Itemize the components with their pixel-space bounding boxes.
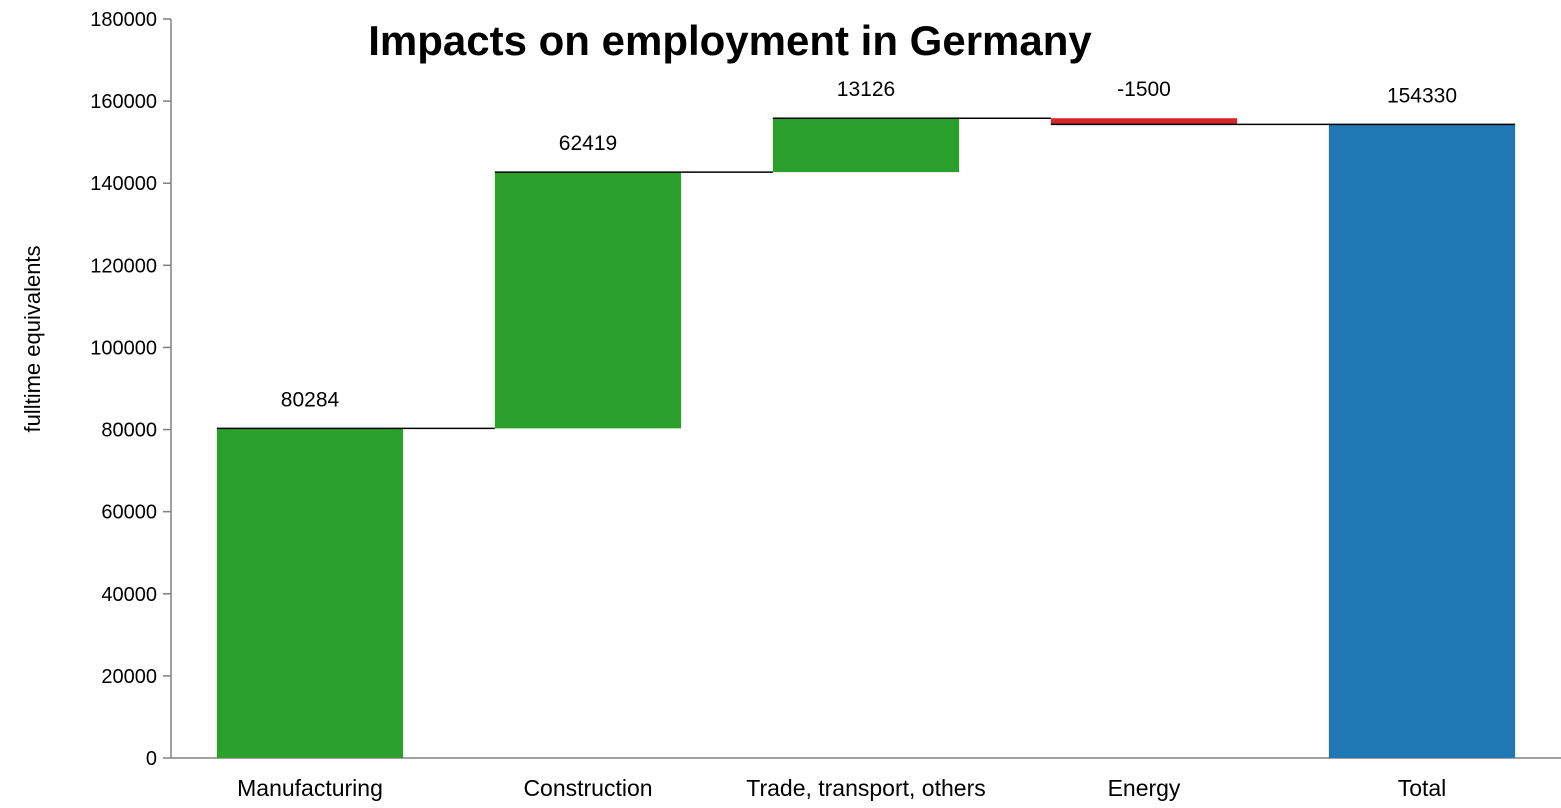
bars-group	[216, 118, 1516, 759]
x-category-label: Construction	[523, 775, 652, 801]
y-tick-label: 140000	[90, 173, 157, 195]
y-axis-title: fulltime equivalents	[20, 245, 45, 432]
y-tick-label: 0	[146, 748, 157, 770]
y-tick-label: 180000	[90, 9, 157, 31]
x-category-label: Total	[1398, 775, 1447, 801]
data-labels-group: 80284 62419 13126 -1500 154330	[281, 78, 1457, 411]
x-category-label: Energy	[1108, 775, 1181, 801]
bar-trade-transport-others	[772, 118, 960, 173]
bar-energy	[1050, 118, 1238, 125]
x-category-label: Manufacturing	[237, 775, 383, 801]
bar-construction	[494, 172, 682, 429]
data-label: 80284	[281, 388, 340, 411]
chart-title: Impacts on employment in Germany	[368, 17, 1092, 64]
data-label: 13126	[837, 78, 895, 101]
data-label: 62419	[559, 132, 617, 155]
y-tick-label: 40000	[101, 584, 157, 606]
axes: 0 20000 40000 60000 80000 100000 120000 140000 1…	[90, 9, 1561, 801]
data-label: 154330	[1387, 84, 1457, 107]
y-tick-label: 20000	[101, 666, 157, 688]
bar-manufacturing	[216, 428, 404, 758]
y-tick-label: 80000	[101, 420, 157, 442]
y-tick-label: 160000	[90, 91, 157, 113]
y-tick-label: 120000	[90, 255, 157, 277]
x-category-label: Trade, transport, others	[746, 775, 985, 801]
data-label: -1500	[1117, 78, 1171, 101]
y-tick-label: 100000	[90, 337, 157, 359]
y-tick-label: 60000	[101, 502, 157, 524]
connectors-group	[216, 117, 1516, 430]
bar-total	[1328, 124, 1516, 759]
